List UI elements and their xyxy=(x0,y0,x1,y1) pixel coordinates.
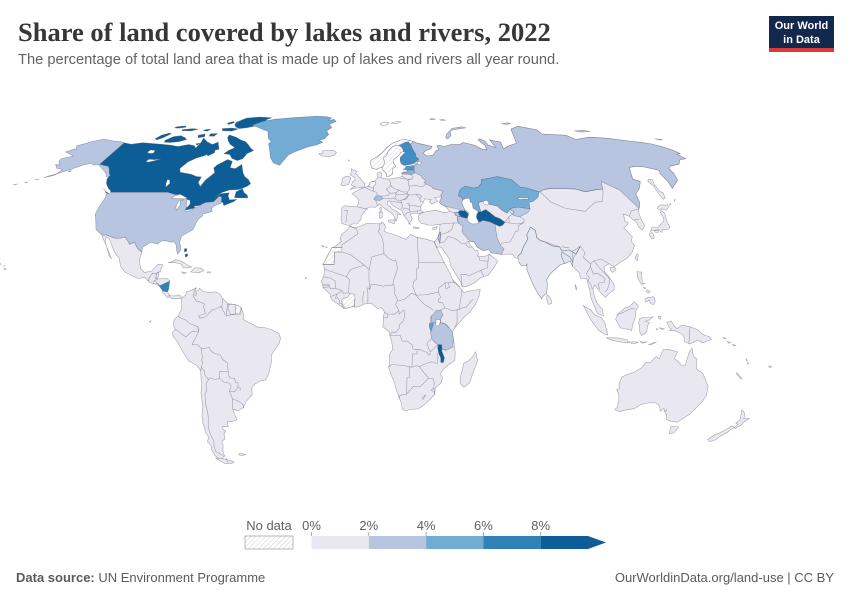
svg-text:No data: No data xyxy=(246,518,292,533)
svg-text:4%: 4% xyxy=(417,518,436,533)
svg-text:0%: 0% xyxy=(302,518,321,533)
svg-text:6%: 6% xyxy=(474,518,493,533)
svg-text:2%: 2% xyxy=(359,518,378,533)
svg-text:8%: 8% xyxy=(531,518,550,533)
